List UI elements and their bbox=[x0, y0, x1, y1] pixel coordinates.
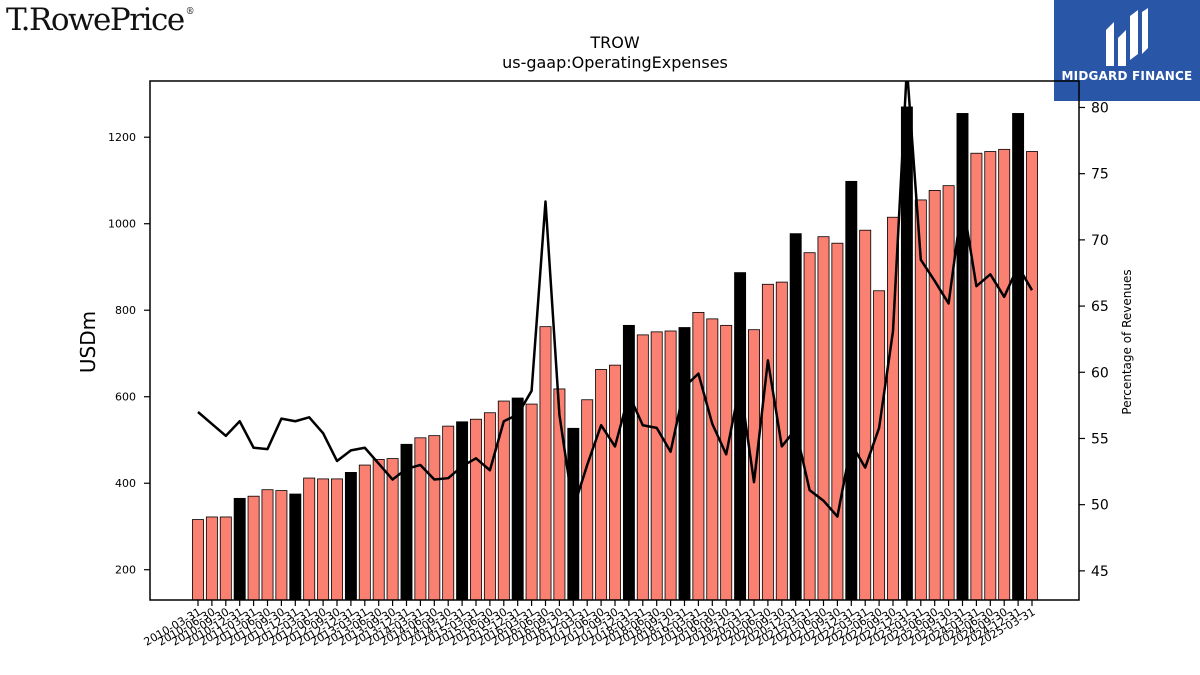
bar-annual bbox=[567, 427, 580, 601]
y2-tick-label: 50 bbox=[1091, 498, 1109, 514]
bar-quarterly bbox=[636, 334, 649, 601]
bar-quarterly bbox=[331, 478, 343, 601]
bar-quarterly bbox=[928, 190, 941, 601]
chart-title: TROW bbox=[589, 33, 639, 52]
bar-quarterly bbox=[706, 318, 719, 601]
y2-tick-label: 75 bbox=[1091, 167, 1109, 183]
bar-quarterly bbox=[428, 435, 441, 601]
bar-quarterly bbox=[372, 459, 385, 601]
registered-mark: ® bbox=[185, 7, 195, 17]
y-tick-label: 600 bbox=[115, 391, 136, 404]
bar-quarterly bbox=[483, 412, 496, 601]
bar-quarterly bbox=[664, 330, 677, 601]
y-tick-label: 1200 bbox=[108, 131, 136, 144]
y2-tick-label: 70 bbox=[1091, 233, 1109, 249]
bar-quarterly bbox=[942, 185, 955, 601]
bar-quarterly bbox=[984, 151, 997, 601]
bar-quarterly bbox=[650, 331, 663, 601]
bar-quarterly bbox=[761, 283, 774, 601]
y2-axis-label: Percentage of Revenues bbox=[1120, 269, 1134, 414]
bar-quarterly bbox=[442, 425, 455, 601]
right-axis: 45 50 55 60 65 70 75 80 bbox=[1079, 100, 1109, 580]
revenue-percentage-line bbox=[197, 81, 1034, 518]
bar-quarterly bbox=[261, 489, 274, 601]
bar-annual bbox=[845, 180, 858, 601]
bar-quarterly bbox=[219, 516, 232, 601]
y-tick-label: 400 bbox=[115, 477, 136, 490]
bar-quarterly bbox=[803, 252, 816, 601]
bar-quarterly bbox=[317, 478, 330, 601]
midgard-finance-wordmark: MIDGARD FINANCE bbox=[1061, 69, 1193, 83]
bar-quarterly bbox=[192, 519, 204, 601]
bar-annual bbox=[678, 327, 691, 601]
x-axis: 2010-03-312010-06-302010-09-302010-12-31… bbox=[142, 600, 1038, 649]
y2-tick-label: 65 bbox=[1091, 299, 1109, 315]
y2-tick-label: 80 bbox=[1091, 100, 1109, 116]
chart-subtitle: us-gaap:OperatingExpenses bbox=[502, 53, 728, 72]
y-tick-label: 1000 bbox=[108, 218, 136, 231]
y-tick-label: 200 bbox=[115, 564, 136, 577]
midgard-m-icon bbox=[1106, 8, 1148, 66]
bar-quarterly bbox=[859, 229, 872, 601]
bar-annual bbox=[789, 233, 802, 601]
bar-quarterly bbox=[692, 311, 705, 601]
bar-annual bbox=[900, 106, 913, 601]
bar-quarterly bbox=[414, 437, 427, 601]
bar-quarterly bbox=[998, 148, 1011, 601]
bar-annual bbox=[344, 472, 357, 601]
bar-quarterly bbox=[831, 242, 844, 601]
bar-quarterly bbox=[720, 324, 733, 601]
bar-quarterly bbox=[873, 290, 886, 601]
bar-quarterly bbox=[358, 464, 371, 601]
bar-quarterly bbox=[970, 152, 983, 601]
bar-annual bbox=[289, 493, 302, 601]
bar-annual bbox=[622, 324, 635, 601]
bar-quarterly bbox=[470, 418, 482, 601]
bar-quarterly bbox=[817, 236, 830, 601]
bar-annual bbox=[511, 397, 524, 601]
trowe-price-logo: T.RowePrice ® bbox=[6, 2, 195, 38]
y2-tick-label: 60 bbox=[1091, 365, 1109, 381]
left-axis: 200 400 600 800 1000 1200 bbox=[108, 131, 150, 577]
bar-annual bbox=[1012, 113, 1025, 601]
bar-quarterly bbox=[595, 369, 608, 601]
y2-tick-label: 45 bbox=[1091, 564, 1109, 580]
bar-annual bbox=[956, 113, 969, 601]
bar-annual bbox=[734, 272, 747, 601]
bar-annual bbox=[233, 497, 246, 601]
y-tick-label: 800 bbox=[115, 304, 136, 317]
bar-quarterly bbox=[525, 403, 538, 601]
bar-quarterly bbox=[581, 399, 594, 601]
bar-quarterly bbox=[1026, 151, 1038, 601]
bar-annual bbox=[456, 421, 469, 601]
bar-quarterly bbox=[275, 490, 288, 601]
bar-quarterly bbox=[748, 329, 760, 601]
bar-quarterly bbox=[303, 477, 316, 601]
bar-quarterly bbox=[539, 326, 552, 601]
bar-quarterly bbox=[609, 364, 621, 601]
bars bbox=[192, 106, 1038, 601]
bar-quarterly bbox=[247, 495, 260, 601]
y-axis-label: USDm bbox=[76, 311, 100, 373]
series-line bbox=[197, 81, 1034, 518]
bar-quarterly bbox=[205, 516, 218, 601]
y2-tick-label: 55 bbox=[1091, 431, 1109, 447]
